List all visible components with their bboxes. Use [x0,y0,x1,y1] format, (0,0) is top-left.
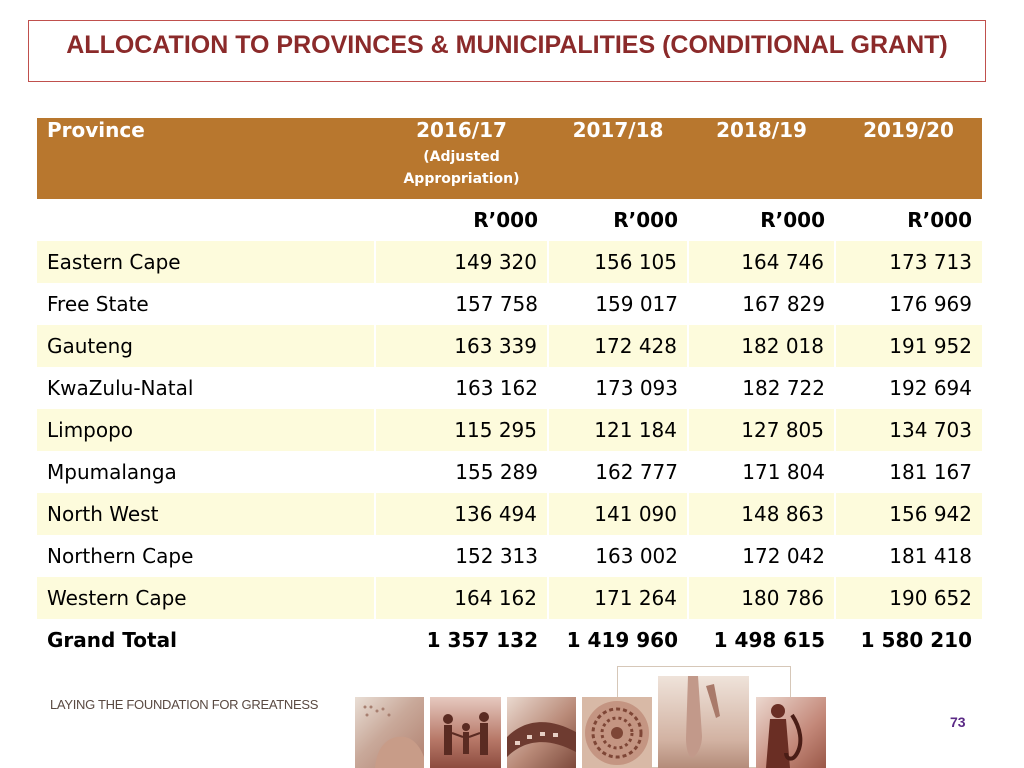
table-row: Eastern Cape 149 320 156 105 164 746 173 713 [37,241,982,283]
allocation-value: 182 018 [688,325,836,367]
allocation-value: 163 339 [375,325,549,367]
table-row: North West 136 494 141 090 148 863 156 942 [37,493,982,535]
table-row: Northern Cape 152 313 163 002 172 042 181 41… [37,535,982,577]
allocation-value: 167 829 [742,292,825,316]
allocation-value: 176 969 [889,292,972,316]
allocation-value: 148 863 [688,493,836,535]
allocation-value: 163 002 [595,544,678,568]
province-name: KwaZulu-Natal [47,376,194,400]
units-blank [37,199,375,241]
page-number: 73 [950,714,966,730]
allocation-value: 162 777 [595,460,678,484]
allocation-value: 163 162 [455,376,538,400]
allocation-value: 172 428 [548,325,689,367]
header-2018-19: 2018/19 [688,118,835,199]
allocation-value: 156 942 [835,493,982,535]
province-name: Limpopo [37,409,376,451]
braille-hands-icon [363,705,424,768]
allocation-value: 191 952 [835,325,982,367]
allocation-value: 141 090 [548,493,689,535]
allocation-value: 173 713 [835,241,982,283]
family-silhouette-photo [430,697,501,768]
table-row: Western Cape 164 162 171 264 180 786 190 652 [37,577,982,619]
unit-cell: R’000 [473,208,538,232]
grand-total-value: 1 419 960 [566,628,678,652]
allocation-value: 156 105 [548,241,689,283]
table-row: Limpopo 115 295 121 184 127 805 134 703 [37,409,982,451]
grand-total-value: 1 580 210 [860,628,972,652]
allocation-value: 164 162 [375,577,549,619]
allocation-value: 182 722 [742,376,825,400]
grand-total-value: 1 357 132 [426,628,538,652]
ballet-shoe-icon [686,676,720,758]
allocation-value: 164 746 [688,241,836,283]
header-2016-17: 2016/17 (Adjusted Appropriation) [375,118,548,199]
allocation-value: 172 042 [742,544,825,568]
table-header-row: Province 2016/17 (Adjusted Appropriation… [37,118,982,199]
province-name: Northern Cape [47,544,194,568]
allocation-value: 134 703 [835,409,982,451]
province-name: Mpumalanga [47,460,177,484]
footer-tagline: LAYING THE FOUNDATION FOR GREATNESS [50,697,319,712]
grand-total-label: Grand Total [47,628,177,652]
allocation-value: 190 652 [835,577,982,619]
woven-basket-photo [582,697,652,768]
allocation-value: 171 804 [742,460,825,484]
table-row: Mpumalanga 155 289 162 777 171 804 181 167 [37,451,982,493]
braille-hands-photo [355,697,424,768]
allocation-table: Province 2016/17 (Adjusted Appropriation… [37,118,982,661]
unit-cell: R’000 [907,208,972,232]
allocation-value: 152 313 [455,544,538,568]
allocation-value: 181 167 [889,460,972,484]
allocation-value: 149 320 [375,241,549,283]
table-row: Gauteng 163 339 172 428 182 018 191 952 [37,325,982,367]
allocation-value: 157 758 [455,292,538,316]
allocation-value: 121 184 [548,409,689,451]
allocation-value: 173 093 [595,376,678,400]
grand-total-value: 1 498 615 [713,628,825,652]
allocation-value: 127 805 [688,409,836,451]
allocation-value: 155 289 [455,460,538,484]
province-name: Free State [47,292,149,316]
allocation-value: 192 694 [889,376,972,400]
allocation-value: 171 264 [548,577,689,619]
header-2019-20: 2019/20 [835,118,982,199]
header-2016-17-label: 2016/17 [416,118,507,142]
unit-cell: R’000 [613,208,678,232]
saxophone-icon [766,704,803,768]
allocation-value: 159 017 [595,292,678,316]
page-title: ALLOCATION TO PROVINCES & MUNICIPALITIES… [66,31,948,59]
allocation-value: 115 295 [375,409,549,451]
ballet-shoes-photo [658,676,749,768]
table-row: Free State 157 758 159 017 167 829 176 969 [37,283,982,325]
province-name: Western Cape [37,577,376,619]
basket-pattern-icon [585,701,649,765]
header-2016-17-note: (Adjusted Appropriation) [403,149,520,187]
title-border [28,20,986,82]
unit-cell: R’000 [760,208,825,232]
film-strip-icon [507,722,576,757]
allocation-value: 136 494 [375,493,549,535]
film-reel-photo [507,697,576,768]
saxophone-player-photo [756,697,826,768]
grand-total-row: Grand Total 1 357 132 1 419 960 1 498 615 1 … [37,619,982,661]
table-row: KwaZulu-Natal 163 162 173 093 182 722 192 69… [37,367,982,409]
province-name: Gauteng [37,325,376,367]
units-row: R’000 R’000 R’000 R’000 [37,199,982,241]
allocation-value: 181 418 [889,544,972,568]
province-name: Eastern Cape [37,241,376,283]
header-2017-18: 2017/18 [548,118,688,199]
allocation-value: 180 786 [688,577,836,619]
family-silhouette-icon [443,712,489,755]
province-name: North West [37,493,376,535]
header-province: Province [37,118,375,199]
